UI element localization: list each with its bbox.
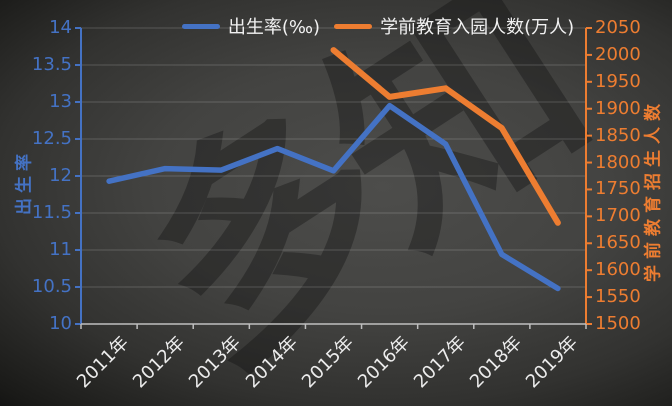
right-axis-tick-label: 2050 <box>595 17 641 38</box>
right-axis-tick-label: 1800 <box>595 151 641 173</box>
series-line-1 <box>330 47 561 226</box>
left-axis-tick-label: 11.5 <box>31 202 72 223</box>
right-axis-tick-label: 2000 <box>595 43 641 65</box>
right-axis-tick-label: 1950 <box>595 70 641 92</box>
legend-line-swatch-blue <box>181 23 220 29</box>
legend: 出生率(‰) 学前教育入园人数(万人) <box>84 14 672 38</box>
right-axis-tick-label: 1900 <box>595 97 641 119</box>
right-axis-tick-label: 1500 <box>595 313 641 334</box>
left-axis-tick-label: 12 <box>49 165 72 186</box>
right-axis-tick-label: 1550 <box>595 286 641 308</box>
left-axis-title: 出生率 <box>14 149 35 215</box>
left-axis-tick-label: 10 <box>49 313 72 334</box>
right-axis-tick-label: 1650 <box>595 232 641 254</box>
series-line-0 <box>106 102 561 292</box>
right-axis-tick-label: 1700 <box>595 205 641 227</box>
right-axis-tick-label: 1600 <box>595 259 641 281</box>
legend-label-birth-rate: 出生率(‰) <box>227 17 321 38</box>
left-axis-tick-label: 10.5 <box>31 276 72 297</box>
legend-label-enrollment: 学前教育入园人数(万人) <box>380 17 575 38</box>
left-axis-tick-label: 13.5 <box>31 54 72 75</box>
right-axis-title: 学前教育招生人数 <box>643 98 664 282</box>
left-axis-tick-label: 14 <box>49 17 72 38</box>
left-axis-tick-label: 13 <box>49 91 72 112</box>
right-axis-tick-label: 1750 <box>595 178 641 200</box>
legend-item-enrollment: 学前教育入园人数(万人) <box>334 13 574 39</box>
right-axis-tick-label: 1850 <box>595 124 641 146</box>
legend-item-birth-rate: 出生率(‰) <box>181 13 321 39</box>
legend-line-swatch-orange <box>334 23 373 29</box>
left-axis-tick-label: 11 <box>49 239 72 260</box>
left-axis-tick-label: 12.5 <box>31 128 72 149</box>
